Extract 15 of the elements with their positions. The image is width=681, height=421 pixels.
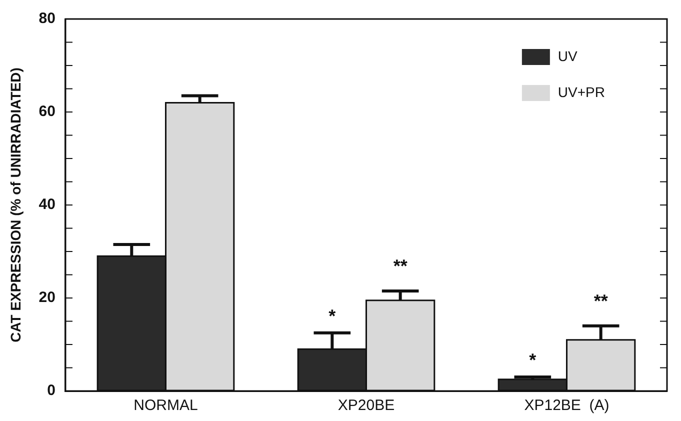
y-tick-label: 80 [38,10,56,28]
x-tick-label: XP20BE [338,397,395,414]
y-tick-label: 40 [38,196,56,214]
legend-label: UV+PR [558,84,606,100]
legend-label: UV [558,48,578,64]
annotation: ** [393,256,408,276]
annotation: * [328,306,336,326]
y-tick-label: 0 [47,382,56,400]
y-tick-label: 60 [38,103,56,120]
y-tick-label: 20 [38,289,56,306]
y-axis-title: CAT EXPRESSION (% of UNIRRADIATED) [7,68,24,342]
x-tick-label: NORMAL [134,397,198,414]
x-tick-label: XP12BE (A) [524,397,610,414]
annotation: * [529,350,536,370]
annotation: ** [594,290,608,311]
